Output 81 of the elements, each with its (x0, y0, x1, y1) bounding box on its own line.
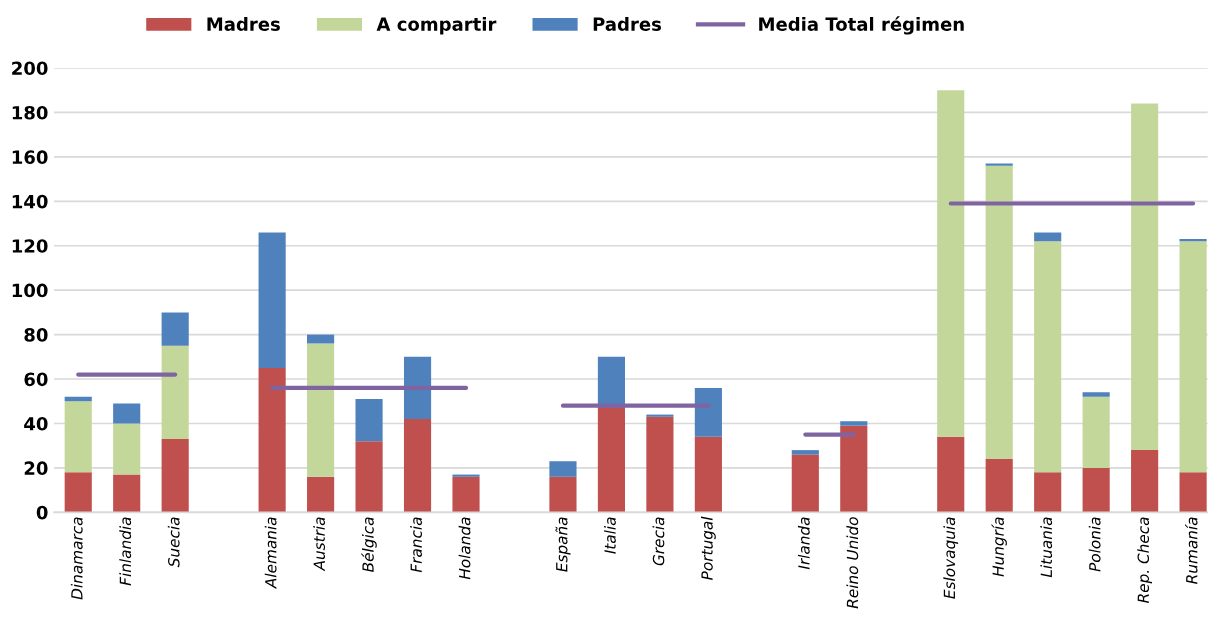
x-tick-label: Italia (604, 517, 616, 554)
bar (113, 474, 141, 513)
x-tick-label: Hungría (991, 517, 1007, 577)
bar (307, 343, 335, 477)
x-tick-label: Francia (410, 517, 422, 573)
bar (258, 367, 286, 513)
bar (840, 421, 868, 426)
y-tick-label: 40 (24, 416, 48, 431)
y-tick-label: 120 (12, 239, 48, 253)
bar (161, 439, 189, 513)
bar (694, 387, 722, 437)
x-tick-label: Rep. Checa (1137, 517, 1153, 604)
bar (355, 399, 383, 442)
bar (937, 90, 965, 437)
bar (1179, 241, 1207, 473)
bar (549, 461, 577, 477)
bar (1082, 396, 1110, 468)
bar (307, 476, 335, 513)
bar (937, 436, 965, 513)
bar (549, 476, 577, 513)
bar (1131, 103, 1159, 451)
bar (694, 436, 722, 513)
x-tick-label: Irlanda (797, 517, 810, 570)
bar (646, 416, 674, 513)
bar (1034, 241, 1062, 473)
y-tick-label: 100 (12, 283, 48, 298)
x-tick-label: Reino Unido (846, 517, 859, 609)
bar (1179, 239, 1207, 242)
x-tick-label: Eslovaquia (943, 517, 959, 599)
bar (403, 356, 432, 420)
x-tick-label: Bélgica (361, 517, 377, 572)
bar (791, 454, 819, 513)
bar (1082, 467, 1110, 513)
x-tick-label: Finlandia (119, 517, 132, 586)
y-tick-label: 180 (12, 105, 48, 120)
y-tick-label: 80 (24, 328, 48, 342)
bar (403, 419, 432, 513)
y-tick-label: 140 (12, 194, 48, 209)
x-tick-label: España (555, 517, 571, 572)
x-tick-label: Portugal (700, 516, 716, 580)
x-tick-label: Alemania (264, 517, 277, 589)
bar (64, 472, 92, 513)
bar (597, 407, 625, 513)
bar (307, 334, 335, 344)
bar (1131, 450, 1159, 513)
bar (258, 232, 286, 368)
bar (1034, 232, 1062, 242)
x-tick-label: Polonia (1088, 517, 1101, 572)
bar (161, 312, 189, 346)
bar (985, 163, 1013, 166)
legend-label: Padres (593, 16, 661, 31)
bar (113, 423, 141, 475)
bar (985, 165, 1013, 460)
x-tick-label: Holanda (458, 517, 471, 580)
bar (985, 459, 1013, 513)
bar (646, 414, 674, 417)
bar (791, 450, 819, 455)
bar (452, 474, 480, 477)
bar (1034, 472, 1062, 513)
bar (64, 401, 92, 473)
legend-label: Media Total régimen (759, 16, 964, 35)
bar (161, 345, 189, 440)
bar (1082, 392, 1110, 397)
y-tick-label: 20 (24, 461, 48, 476)
y-tick-label: 0 (36, 505, 48, 520)
x-tick-label: Rumanía (1185, 517, 1198, 584)
legend-label: A compartir (376, 16, 497, 35)
bar (840, 425, 868, 513)
bar (113, 403, 141, 424)
bar (452, 476, 480, 513)
x-tick-label: Suecia (167, 517, 180, 568)
bar (355, 441, 383, 513)
y-tick-label: 160 (12, 150, 48, 164)
x-tick-label: Dinamarca (70, 517, 83, 600)
y-tick-label: 60 (24, 372, 48, 387)
x-tick-label: Austria (313, 517, 326, 572)
x-tick-label: Lituania (1040, 517, 1053, 578)
y-tick-label: 200 (12, 61, 48, 76)
x-tick-label: Grecia (652, 517, 665, 566)
legend-label: Madres (207, 16, 280, 31)
bar (1179, 472, 1207, 513)
